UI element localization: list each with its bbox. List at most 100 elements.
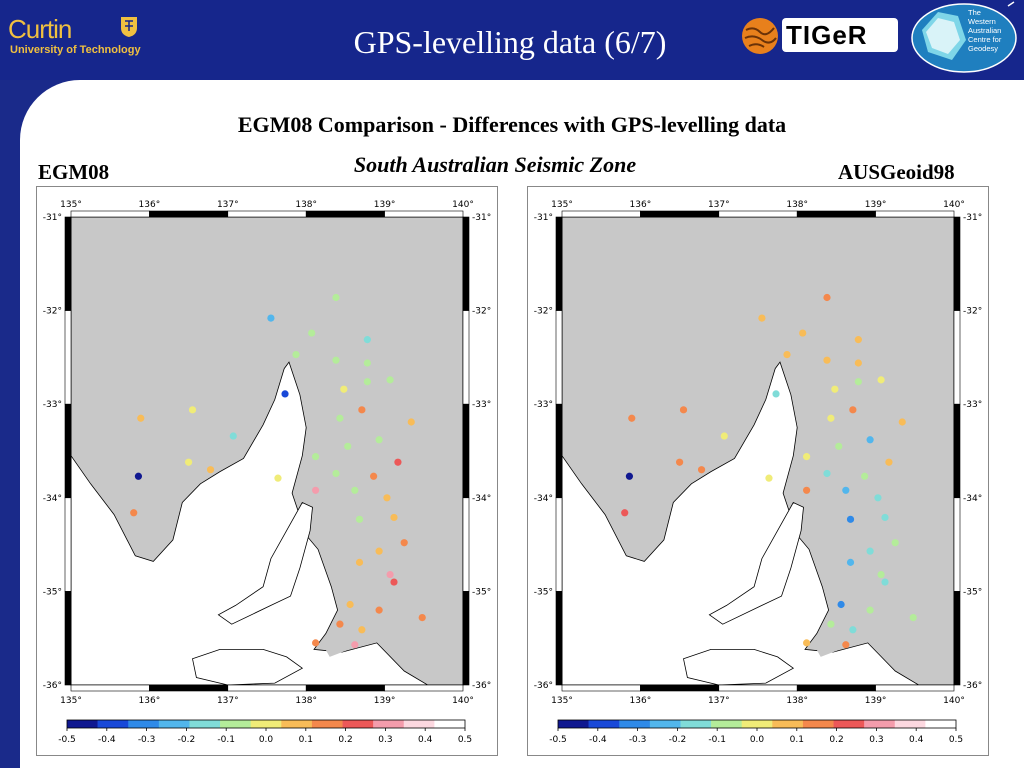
data-point [842,486,850,494]
frame-bar-top [718,210,798,218]
lat-tick-label-left: -34° [43,494,62,504]
data-point [355,515,364,523]
frame-bar-bottom [561,684,641,692]
frame-bar-bottom [305,684,385,692]
wacg-line: The [968,8,981,17]
colorbar-tick-label: 0.3 [869,735,883,745]
frame-bar-left [64,497,72,592]
lat-tick-label-right: -32° [472,307,491,317]
lon-tick-label-top: 138° [786,200,808,210]
left-map-label: EGM08 [38,160,110,184]
data-point [827,620,835,628]
frame-bar-top [384,210,464,218]
frame-bar-top [149,210,229,218]
colorbar-segment [588,720,620,728]
frame-bar-right [462,310,470,405]
frame-bar-right [953,591,961,686]
data-point [351,486,359,494]
data-point [267,314,275,322]
data-point [363,378,371,386]
data-point [823,293,831,302]
data-point [891,539,899,547]
land-mainland [71,361,429,685]
colorbar-tick-label: -0.4 [589,735,607,745]
data-point [854,378,862,386]
colorbar-segment [741,720,773,728]
sea-gap [321,636,350,657]
colorbar-tick-label: 0.0 [750,735,765,745]
data-point [312,453,320,461]
data-point [375,547,383,555]
lat-tick-label-left: -32° [534,307,553,317]
data-point [308,329,316,337]
data-point [274,474,282,482]
colorbar-tick-label: 0.1 [790,735,804,745]
colorbar-tick-label: -0.3 [629,735,647,745]
data-point [765,474,773,482]
colorbar-segment [680,720,712,728]
slide-title: GPS-levelling data (6/7) [353,24,667,60]
colorbar-segment [342,720,374,728]
lat-tick-label-right: -36° [472,681,491,691]
colorbar-segment [128,720,160,728]
egm08-map-panel: 135° 135° 136° 136° 137° 137° 138° 138° 139° 139°… [36,186,498,756]
data-point [355,558,364,566]
lat-tick-label-right: -31° [963,213,982,223]
tiger-logo: TIGeR [740,16,900,56]
wacg-logo: The Western Australian Centre for Geodes… [908,0,1018,76]
colorbar-tick-label: -0.5 [549,735,567,745]
data-point [846,558,855,566]
data-point [370,472,378,480]
colorbar-tick-label: 0.5 [949,735,963,745]
land-yorke-peninsula [708,501,804,625]
data-point [803,486,811,494]
data-point [340,385,348,393]
frame-bar-left [64,591,72,686]
colorbar-tick-label: -0.2 [669,735,687,745]
lon-tick-label-bottom: 138° [295,696,317,706]
data-point [281,390,289,398]
lon-tick-label-bottom: 136° [630,696,652,706]
data-point [628,414,636,422]
data-point [783,350,791,359]
data-point [877,376,885,384]
wacg-line: Australian [968,26,1002,35]
data-point [312,639,320,647]
frame-bar-top [875,210,955,218]
lon-tick-label-top: 136° [630,200,652,210]
data-point [898,418,906,426]
lat-tick-label-left: -33° [43,400,62,410]
frame-bar-top [305,210,385,218]
lon-tick-label-bottom: 140° [452,696,474,706]
data-point [831,385,839,393]
lat-tick-label-right: -34° [963,494,982,504]
wacg-globe-icon [911,1,1017,73]
data-point [720,432,728,440]
ausgeoid98-map-panel: 135° 135° 136° 136° 137° 137° 138° 138° 139° 139°… [527,186,989,756]
colorbar-segment [649,720,681,728]
lat-tick-label-right: -33° [963,400,982,410]
lat-tick-label-right: -31° [472,213,491,223]
data-point [386,376,394,384]
colorbar-segment [97,720,129,728]
frame-bar-right [953,310,961,405]
data-point [358,626,366,634]
data-point [842,641,850,649]
lon-tick-label-top: 137° [217,200,239,210]
data-point [885,458,893,466]
lat-tick-label-left: -36° [534,681,553,691]
data-point [849,626,857,634]
frame-bar-left [64,310,72,405]
data-point [137,414,145,422]
lat-tick-label-left: -35° [534,587,553,597]
frame-bar-top [796,210,876,218]
wacg-logo-text: The Western Australian Centre for Geodes… [968,8,1018,53]
lat-tick-label-right: -35° [963,587,982,597]
frame-bar-top [561,210,641,218]
data-point [134,472,143,480]
lat-tick-label-left: -31° [534,213,553,223]
data-point [383,494,391,502]
map-1: 135° 135° 136° 136° 137° 137° 138° 138° 139° 139°… [534,200,982,745]
colorbar-segment [281,720,313,728]
land-yorke-peninsula [217,501,313,625]
